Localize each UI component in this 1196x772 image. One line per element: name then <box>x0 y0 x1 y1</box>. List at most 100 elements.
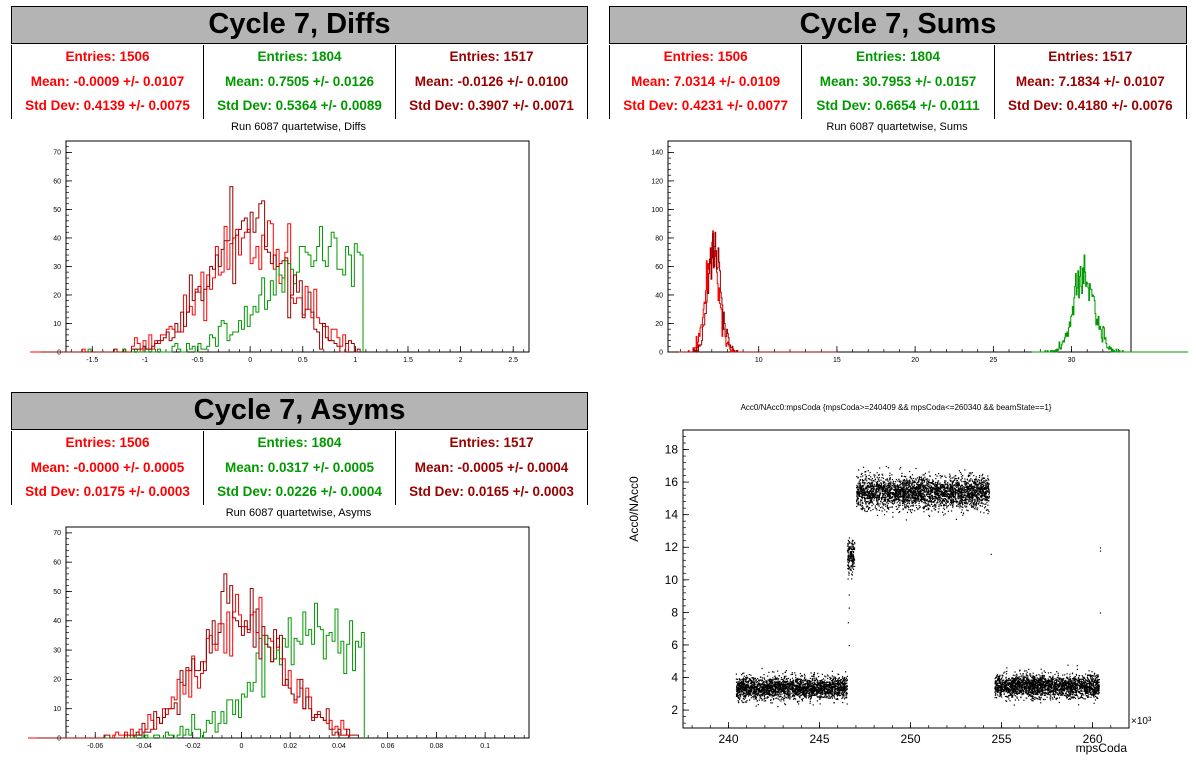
scatter-point <box>804 694 806 696</box>
scatter-point <box>947 501 949 503</box>
scatter-point <box>909 480 911 482</box>
scatter-point <box>959 507 961 509</box>
scatter-point <box>807 685 809 687</box>
scatter-point <box>945 501 947 503</box>
scatter-point <box>926 500 929 502</box>
scatter-point <box>838 690 840 692</box>
scatter-point <box>769 690 772 692</box>
scatter-point <box>758 690 760 692</box>
scatter-point <box>838 687 840 689</box>
scatter-point <box>835 690 837 693</box>
scatter-point <box>737 684 739 687</box>
x-tick-label: 30 <box>1068 357 1076 364</box>
scatter-point <box>857 494 859 496</box>
stat-mean: Mean: 7.1834 +/- 0.0107 <box>1015 73 1165 89</box>
scatter-point <box>904 506 906 508</box>
scatter-point <box>888 508 890 510</box>
scatter-point <box>757 690 759 692</box>
scatter-point <box>752 696 754 698</box>
scatter-point <box>820 693 822 695</box>
scatter-point <box>770 699 772 701</box>
scatter-point <box>763 692 765 695</box>
scatter-point <box>894 492 896 494</box>
scatter-point <box>841 697 843 699</box>
scatter-point <box>849 557 851 559</box>
scatter-point <box>751 683 753 685</box>
scatter-point <box>763 700 765 702</box>
scatter-point <box>739 695 741 698</box>
scatter-point <box>926 484 928 486</box>
scatter-point <box>928 493 930 495</box>
x-tick-label: 0.06 <box>381 743 395 750</box>
scatter-point <box>797 688 799 690</box>
scatter-point <box>816 680 819 682</box>
scatter-point <box>736 681 738 683</box>
scatter-point <box>812 694 814 697</box>
scatter-point <box>799 693 801 695</box>
scatter-point <box>797 693 799 695</box>
scatter-point <box>798 703 800 705</box>
scatter-point <box>853 548 856 551</box>
scatter-point <box>760 684 762 686</box>
x-axis-label: mpsCoda <box>1076 741 1128 755</box>
y-tick-label: 120 <box>651 178 663 185</box>
scatter-point <box>776 686 778 688</box>
x-tick-label: -0.06 <box>87 743 103 750</box>
scatter-point <box>784 687 786 690</box>
scatter-point <box>840 679 842 681</box>
scatter-point <box>740 679 742 681</box>
scatter-point <box>796 694 798 696</box>
y-tick-label: 60 <box>53 178 61 185</box>
scatter-point <box>847 564 849 566</box>
scatter-point <box>797 682 799 684</box>
scatter-point <box>783 691 785 693</box>
scatter-point <box>964 500 966 502</box>
scatter-point <box>791 692 793 694</box>
scatter-point <box>762 691 764 693</box>
scatter-point <box>755 694 757 696</box>
scatter-point <box>912 497 914 499</box>
scatter-point <box>807 687 810 689</box>
scatter-point <box>883 493 885 495</box>
scatter-point <box>836 692 838 694</box>
scatter-point <box>796 688 798 690</box>
scatter-point <box>766 688 768 690</box>
y-tick-label: 0 <box>57 735 61 742</box>
scatter-point <box>808 681 810 683</box>
scatter-point <box>837 680 839 683</box>
scatter-point <box>853 559 855 561</box>
scatter-point <box>938 473 940 475</box>
scatter-point <box>906 484 908 486</box>
scatter-point <box>852 555 854 557</box>
scatter-point <box>932 482 934 484</box>
scatter-point <box>802 692 804 694</box>
scatter-point <box>910 487 912 489</box>
scatter-point <box>917 486 919 488</box>
scatter-point <box>960 511 962 513</box>
scatter-point <box>819 703 821 705</box>
scatter-point <box>806 692 808 694</box>
scatter-point <box>829 678 831 680</box>
scatter-point <box>832 686 834 688</box>
scatter-point <box>781 693 783 695</box>
scatter-point <box>774 688 776 690</box>
scatter-point <box>850 547 852 549</box>
scatter-point <box>775 692 777 695</box>
scatter-point <box>783 685 785 687</box>
scatter-point <box>742 686 744 688</box>
scatter-point <box>745 686 748 688</box>
y-tick-label: 40 <box>53 618 61 625</box>
scatter-point <box>811 693 813 695</box>
scatter-point <box>755 691 757 693</box>
scatter-point <box>839 681 841 684</box>
scatter-point <box>914 493 916 495</box>
scatter-point <box>964 491 966 493</box>
scatter-point <box>899 501 901 503</box>
scatter-point <box>759 683 761 685</box>
scatter-point <box>827 681 829 683</box>
scatter-point <box>799 687 801 689</box>
scatter-point <box>922 507 924 509</box>
scatter-point <box>760 679 762 681</box>
scatter-point <box>948 496 950 498</box>
scatter-point <box>968 498 971 500</box>
